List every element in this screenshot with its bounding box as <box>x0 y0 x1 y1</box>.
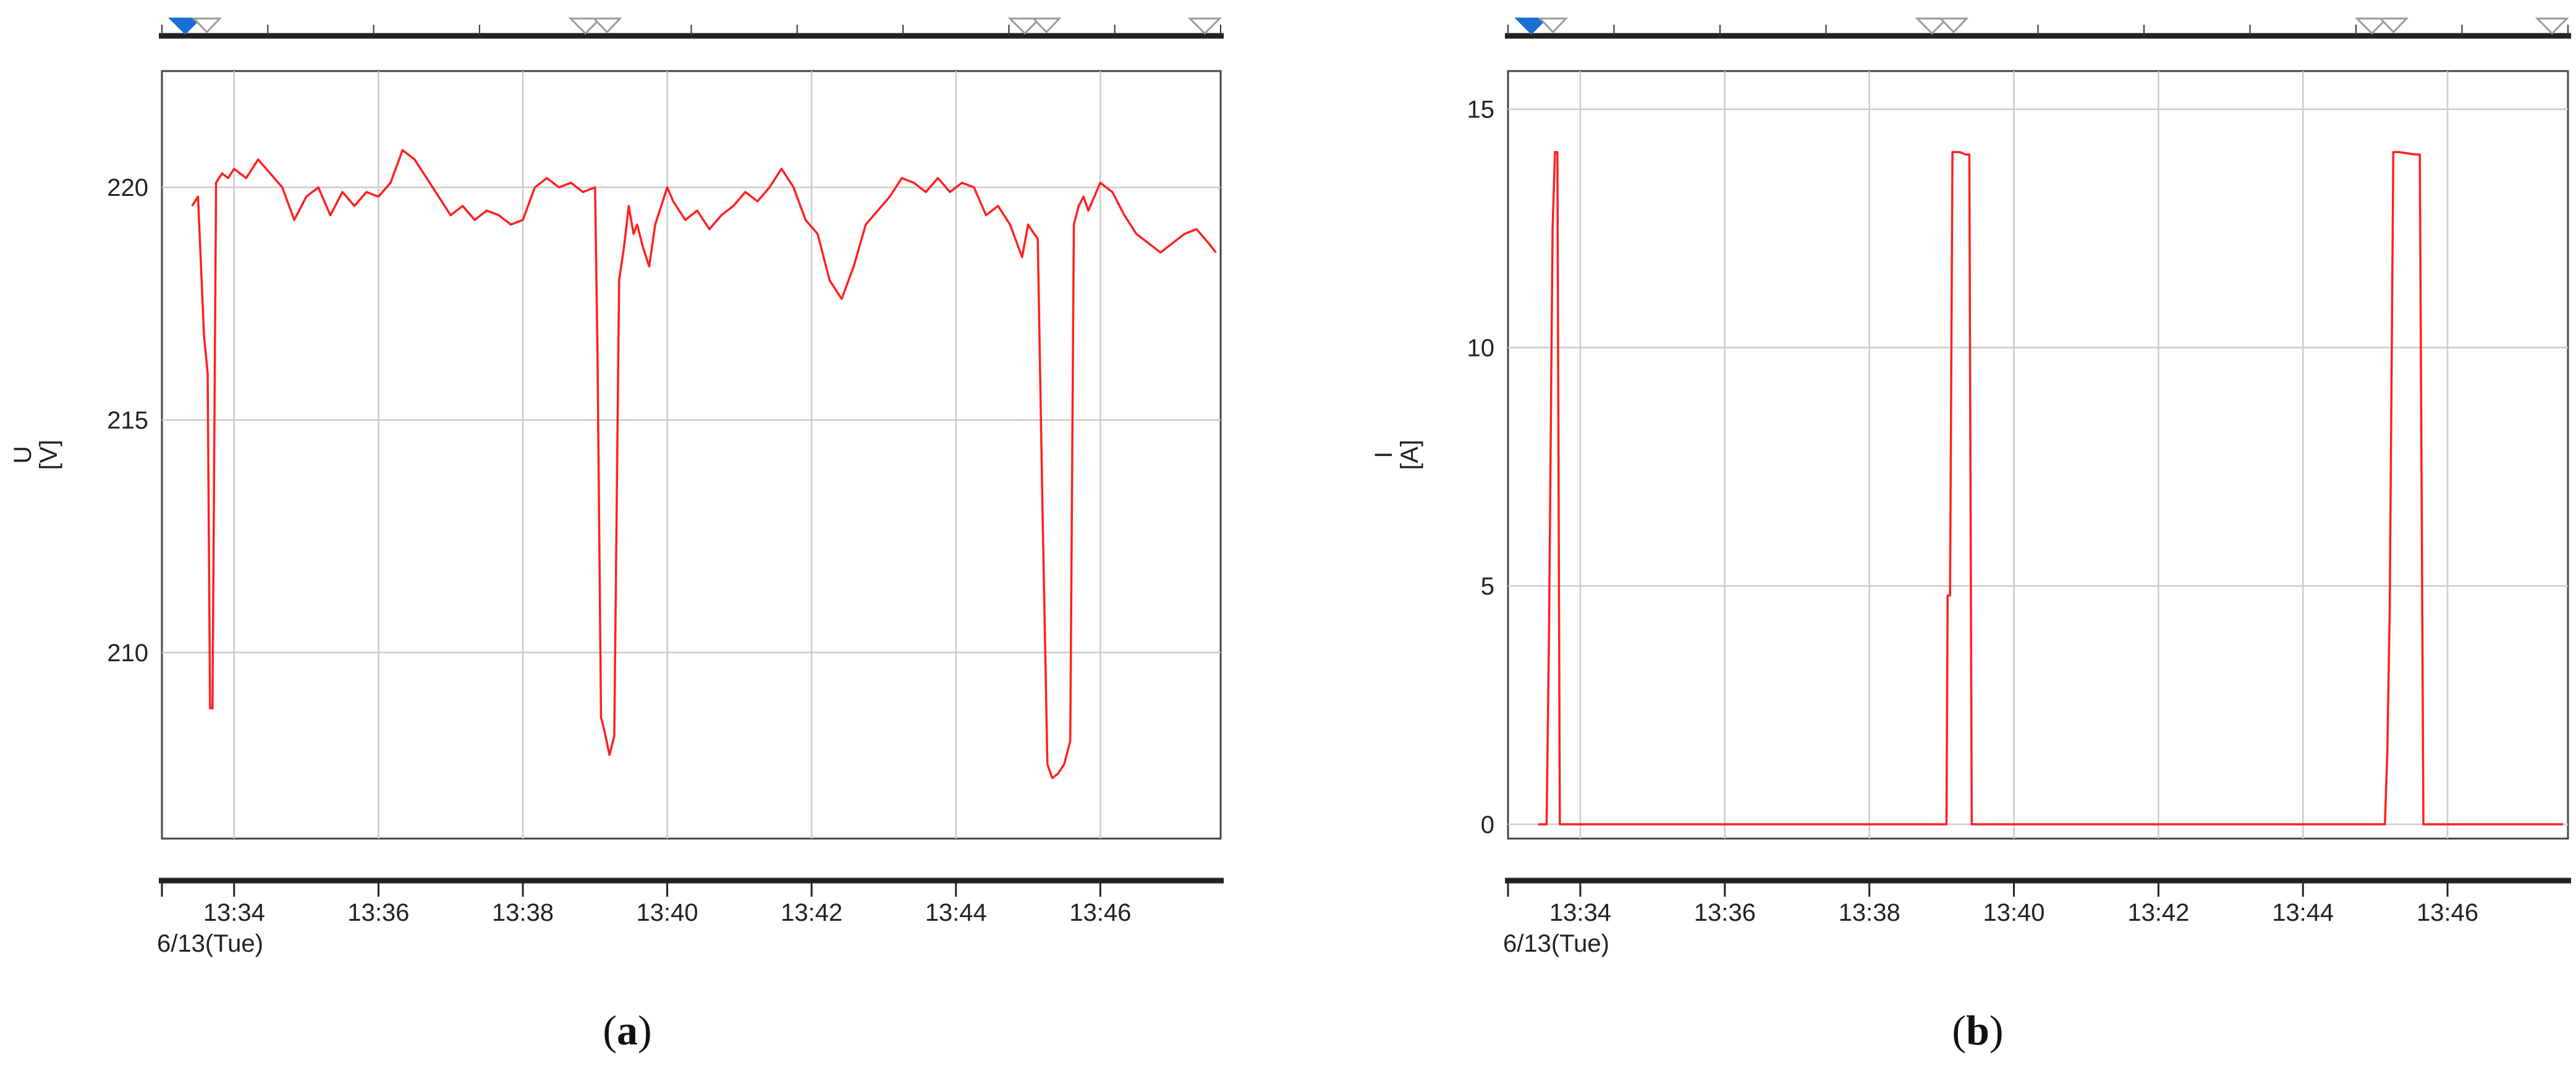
active-marker-icon <box>168 17 203 35</box>
marker-icon <box>2378 17 2409 34</box>
y-tick-label: 0 <box>1481 811 1494 839</box>
x-tick-label: 13:34 <box>203 899 265 926</box>
marker-icon <box>1915 17 1949 35</box>
x-tick-label: 13:36 <box>1694 899 1756 926</box>
caption-b-letter: b <box>1966 1007 1989 1054</box>
y-tick-label: 5 <box>1481 573 1494 600</box>
x-tick-label: 13:40 <box>1983 899 2044 926</box>
y-tick-label: 210 <box>107 640 148 667</box>
x-tick-label: 13:46 <box>2417 899 2478 926</box>
marker-icon <box>192 17 222 34</box>
series-line <box>191 149 1217 779</box>
x-tick-label: 13:42 <box>2127 899 2189 926</box>
marker-icon <box>1187 17 1222 35</box>
x-tick-label: 13:44 <box>925 899 987 926</box>
x-tick-label: 13:46 <box>1069 899 1131 926</box>
plot-frame <box>161 70 1222 840</box>
series-line <box>1538 151 2564 826</box>
caption-a: (a) <box>603 1007 652 1054</box>
marker-icon <box>1938 17 1969 34</box>
marker-icon <box>1031 17 1062 34</box>
marker-icon <box>2355 17 2389 35</box>
x-tick-label: 13:44 <box>2272 899 2334 926</box>
marker-icon <box>568 17 603 35</box>
x-tick-label: 13:34 <box>1549 899 1611 926</box>
marker-icon <box>1538 17 1569 34</box>
y-axis-label-unit: [A] <box>1396 440 1423 470</box>
plot-frame <box>1507 70 2569 840</box>
date-label: 6/13(Tue) <box>1503 930 1609 957</box>
x-tick-label: 13:42 <box>781 899 842 926</box>
x-tick-label: 13:36 <box>347 899 409 926</box>
y-tick-label: 15 <box>1467 96 1495 124</box>
y-tick-label: 10 <box>1467 334 1495 362</box>
y-axis-label-quantity: I <box>1370 451 1397 458</box>
date-label: 6/13(Tue) <box>157 930 263 957</box>
caption-b: (b) <box>1952 1007 2004 1054</box>
marker-icon <box>591 17 622 34</box>
y-axis-label-quantity: U <box>9 446 36 464</box>
x-tick-label: 13:38 <box>1839 899 1900 926</box>
y-tick-label: 220 <box>107 174 148 201</box>
y-tick-label: 215 <box>107 407 148 434</box>
y-axis-label-unit: [V] <box>35 440 62 470</box>
caption-a-letter: a <box>617 1007 638 1054</box>
x-tick-label: 13:40 <box>637 899 698 926</box>
marker-icon <box>1007 17 1042 35</box>
x-tick-label: 13:38 <box>492 899 554 926</box>
active-marker-icon <box>1514 17 1549 35</box>
marker-icon <box>2535 17 2569 35</box>
